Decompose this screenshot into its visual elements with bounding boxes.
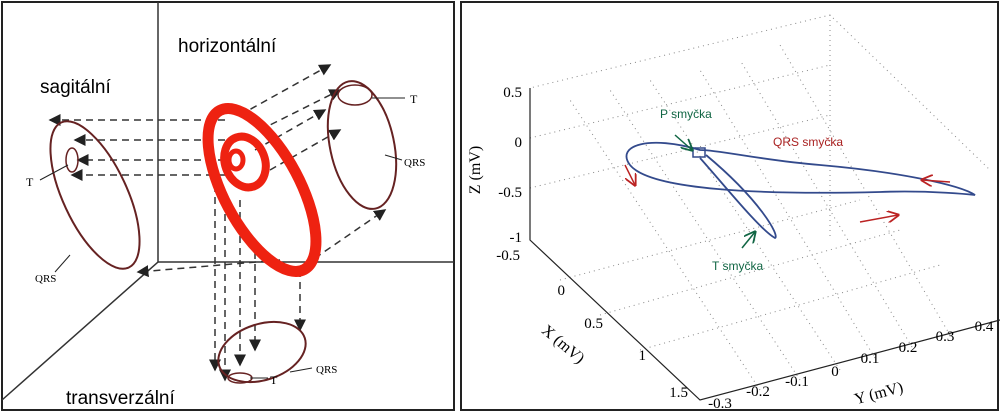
x-tick-label: 1 — [639, 348, 647, 364]
plane-label: transverzální — [66, 388, 175, 409]
x-tick-label: -0.5 — [496, 248, 520, 264]
annotation: P smyčka — [660, 107, 712, 121]
loop-label: T — [410, 92, 418, 106]
x-tick-label: 0 — [558, 283, 566, 299]
z-tick-label: -0.5 — [498, 185, 522, 201]
y-tick-label: 0.1 — [861, 351, 880, 367]
loop-label: QRS — [35, 273, 56, 285]
panel-frame — [461, 2, 998, 410]
loop-label: QRS — [316, 364, 337, 376]
z-tick-label: 0.5 — [503, 85, 522, 101]
axis-label: Z (mV) — [467, 146, 484, 194]
loop-label: T — [270, 373, 278, 387]
y-tick-label: 0.2 — [899, 340, 918, 356]
y-tick-label: 0.4 — [975, 319, 994, 335]
z-tick-label: 0 — [515, 135, 523, 151]
x-tick-label: 0.5 — [584, 316, 603, 332]
y-tick-label: -0.3 — [708, 396, 732, 412]
y-tick-label: 0 — [831, 364, 839, 380]
plane-label: horizontální — [178, 36, 277, 57]
y-tick-label: -0.2 — [746, 384, 770, 400]
x-tick-label: 1.5 — [669, 385, 688, 401]
y-tick-label: -0.1 — [785, 374, 809, 390]
loop-label: T — [26, 175, 34, 189]
left-panel: horizontální sagitální transverzální T Q… — [2, 2, 454, 410]
annotation: QRS smyčka — [773, 135, 843, 149]
loop-label: QRS — [404, 157, 425, 169]
annotation: T smyčka — [712, 259, 763, 273]
z-tick-label: -1 — [510, 230, 523, 246]
right-panel: P smyčka QRS smyčka T smyčka Z (mV) X (m… — [461, 2, 1000, 410]
plane-label: sagitální — [40, 77, 111, 98]
figure: horizontální sagitální transverzální T Q… — [0, 0, 1000, 412]
y-tick-label: 0.3 — [936, 329, 955, 345]
